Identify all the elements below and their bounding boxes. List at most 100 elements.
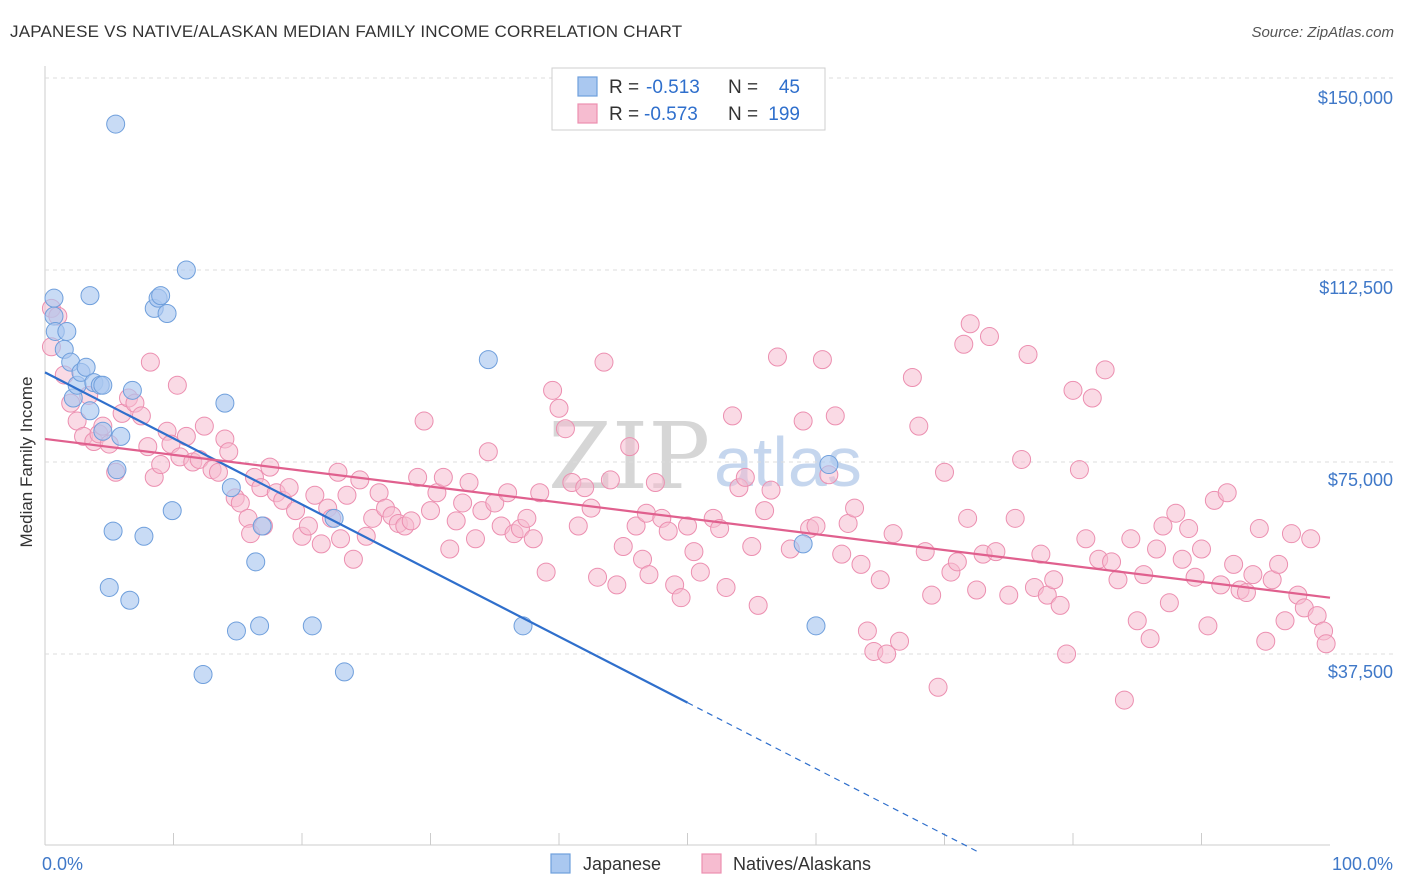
japanese-point bbox=[76, 357, 96, 377]
natives-point bbox=[877, 644, 897, 664]
natives-point bbox=[710, 519, 730, 539]
natives-point bbox=[1243, 565, 1263, 585]
natives-point bbox=[549, 398, 569, 418]
watermark-zip: ZIP bbox=[548, 403, 710, 510]
natives-point bbox=[594, 352, 614, 372]
y-axis-label: Median Family Income bbox=[17, 376, 36, 547]
natives-point bbox=[1249, 519, 1269, 539]
natives-point bbox=[453, 493, 473, 513]
natives-point bbox=[1012, 449, 1032, 469]
natives-point bbox=[890, 631, 910, 651]
natives-point bbox=[1018, 344, 1038, 364]
natives-point bbox=[350, 470, 370, 490]
natives-point bbox=[1301, 529, 1321, 549]
natives-point bbox=[1076, 529, 1096, 549]
natives-point bbox=[658, 521, 678, 541]
natives-point bbox=[716, 577, 736, 597]
natives-point bbox=[812, 350, 832, 370]
natives-point bbox=[607, 575, 627, 595]
japanese-point bbox=[793, 534, 813, 554]
natives-point bbox=[1050, 595, 1070, 615]
japanese-point bbox=[176, 260, 196, 280]
natives-point bbox=[1057, 644, 1077, 664]
japanese-point bbox=[246, 552, 266, 572]
legend-n-value-1: 45 bbox=[779, 77, 800, 98]
natives-point bbox=[331, 529, 351, 549]
natives-point bbox=[401, 511, 421, 531]
japanese-point bbox=[334, 662, 354, 682]
natives-point bbox=[1153, 516, 1173, 536]
natives-point bbox=[555, 419, 575, 439]
natives-point bbox=[678, 516, 697, 536]
legend-r-label-2: R = bbox=[609, 104, 639, 125]
source-label: Source: ZipAtlas.com bbox=[1251, 24, 1394, 41]
legend-n-label-2: N = bbox=[728, 104, 758, 125]
natives-point bbox=[414, 411, 434, 431]
legend-r-value-2: -0.573 bbox=[644, 104, 698, 125]
natives-point bbox=[1281, 524, 1301, 544]
trend-lines bbox=[44, 371, 1331, 852]
natives-trend-line bbox=[44, 437, 1331, 599]
natives-point bbox=[851, 554, 871, 574]
natives-point bbox=[947, 552, 967, 572]
natives-point bbox=[517, 508, 537, 528]
bottom-legend-swatch-natives bbox=[701, 853, 722, 874]
bottom-legend-swatch-japanese bbox=[550, 853, 571, 874]
japanese-point bbox=[252, 516, 272, 536]
japanese-point bbox=[513, 616, 533, 636]
natives-point bbox=[279, 478, 299, 498]
natives-point bbox=[1147, 539, 1167, 559]
natives-point bbox=[755, 501, 775, 521]
natives-point bbox=[767, 347, 787, 367]
natives-point bbox=[999, 585, 1019, 605]
y-tick-labels: $37,500 $75,000 $112,500 $150,000 bbox=[1318, 88, 1393, 682]
x-tick-labels: 0.0% 100.0% bbox=[42, 854, 1393, 874]
natives-point bbox=[620, 437, 640, 457]
japanese-point bbox=[80, 401, 100, 421]
natives-point bbox=[902, 368, 922, 388]
natives-point bbox=[1166, 503, 1186, 523]
natives-point bbox=[1256, 631, 1276, 651]
natives-point bbox=[967, 580, 987, 600]
natives-point bbox=[459, 472, 479, 492]
legend-swatch-natives bbox=[577, 103, 598, 124]
natives-point bbox=[230, 493, 250, 513]
japanese-point bbox=[80, 286, 100, 306]
natives-point bbox=[958, 508, 978, 528]
natives-point bbox=[832, 544, 852, 564]
natives-point bbox=[523, 529, 543, 549]
japanese-point bbox=[134, 526, 154, 546]
japanese-point bbox=[57, 321, 77, 341]
natives-point bbox=[219, 442, 239, 462]
japanese-point bbox=[250, 616, 270, 636]
japanese-point bbox=[215, 393, 235, 413]
japanese-point bbox=[151, 286, 171, 306]
x-tick-label: 100.0% bbox=[1332, 854, 1393, 874]
natives-point bbox=[328, 462, 348, 482]
natives-point bbox=[845, 498, 865, 518]
japanese-point bbox=[44, 288, 64, 308]
natives-point bbox=[761, 480, 781, 500]
natives-point bbox=[1185, 567, 1205, 587]
natives-point bbox=[151, 455, 171, 475]
natives-point bbox=[305, 485, 325, 505]
natives-point bbox=[909, 416, 929, 436]
natives-point bbox=[671, 588, 691, 608]
natives-point bbox=[806, 516, 826, 536]
japanese-point bbox=[99, 577, 119, 597]
natives-point bbox=[1269, 554, 1289, 574]
y-tick-label: $150,000 bbox=[1318, 88, 1393, 108]
natives-point bbox=[1198, 616, 1218, 636]
legend-n-label-1: N = bbox=[728, 77, 758, 98]
legend-r-value-1: -0.513 bbox=[646, 77, 700, 98]
chart-title: JAPANESE VS NATIVE/ALASKAN MEDIAN FAMILY… bbox=[10, 22, 683, 41]
natives-point bbox=[311, 534, 331, 554]
japanese-point bbox=[478, 350, 498, 370]
natives-point bbox=[1031, 544, 1051, 564]
japanese-point bbox=[93, 375, 113, 395]
natives-point bbox=[1217, 483, 1237, 503]
natives-point bbox=[343, 549, 363, 569]
japanese-point bbox=[806, 616, 826, 636]
natives-point bbox=[1275, 611, 1295, 631]
natives-point bbox=[1172, 549, 1192, 569]
